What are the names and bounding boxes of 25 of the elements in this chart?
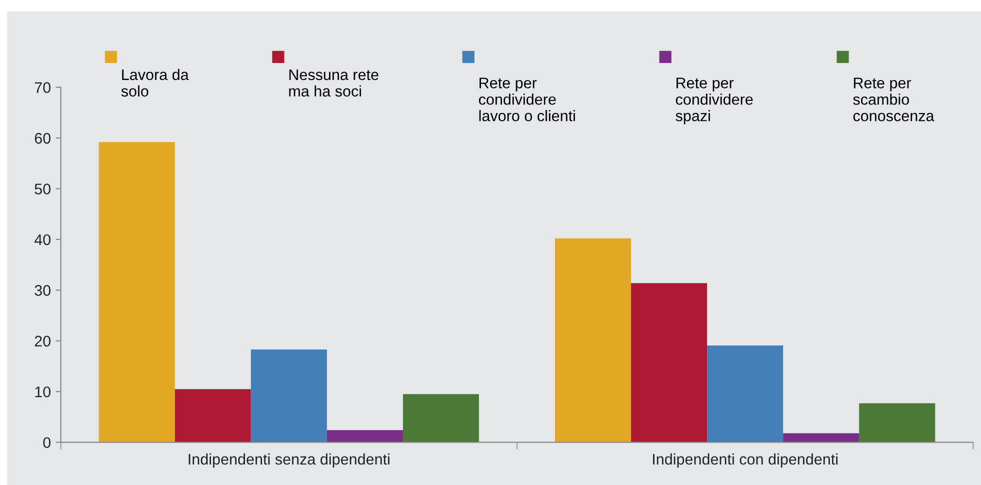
legend-label: Nessuna rete ma ha soci xyxy=(289,69,378,97)
y-tick-label: 20 xyxy=(34,336,51,347)
y-tick-label: 50 xyxy=(34,184,51,194)
bar xyxy=(174,389,251,442)
y-tick-label: 70 xyxy=(34,82,51,93)
bar xyxy=(98,142,175,442)
bar xyxy=(783,433,860,442)
y-tick-label: 40 xyxy=(34,234,51,246)
bar xyxy=(707,345,784,442)
bar xyxy=(859,403,936,442)
legend-label: Rete per condividere spazi xyxy=(676,78,753,124)
bar xyxy=(402,394,479,442)
x-tick-label: Indipendenti senza dipendenti xyxy=(188,453,390,468)
y-tick-label: 30 xyxy=(34,285,51,296)
y-tick-label: 0 xyxy=(43,437,51,448)
bar xyxy=(631,283,708,442)
bar xyxy=(555,238,632,442)
legend-label: Rete per scambio conoscenza xyxy=(853,78,934,122)
bar xyxy=(250,350,327,442)
y-tick-label: 10 xyxy=(35,386,51,398)
x-tick-label: Indipendenti con dipendenti xyxy=(653,453,838,468)
y-tick-label: 60 xyxy=(34,132,51,144)
legend-label: Lavora da solo xyxy=(121,68,189,97)
bar xyxy=(326,430,403,442)
legend-label: Rete per condividere lavoro o clienti xyxy=(478,78,575,122)
